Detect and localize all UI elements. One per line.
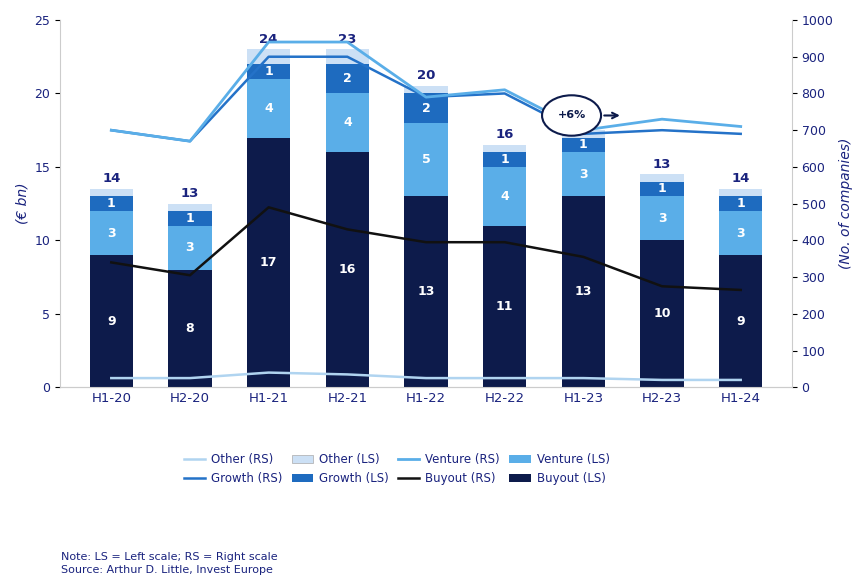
Bar [562,196,605,387]
Text: 24: 24 [260,33,278,46]
Text: 13: 13 [653,158,671,171]
Text: 4: 4 [343,116,352,129]
Text: 3: 3 [736,226,745,239]
Bar [483,167,526,226]
Bar [483,226,526,387]
Bar [89,189,133,196]
Text: 1: 1 [500,153,509,166]
Text: 1: 1 [186,212,194,225]
Text: Source: Arthur D. Little, Invest Europe: Source: Arthur D. Little, Invest Europe [61,565,273,575]
Bar [562,138,605,152]
Text: 20: 20 [417,69,435,82]
Text: 3: 3 [658,212,667,225]
Bar [326,64,369,93]
Text: 13: 13 [181,187,199,200]
Text: 1: 1 [658,182,667,195]
Text: 17: 17 [575,113,593,126]
Bar [89,255,133,387]
Bar [168,226,212,270]
Bar [483,145,526,152]
Bar [641,182,684,196]
Bar [404,196,448,387]
Bar [562,152,605,196]
Text: 9: 9 [736,315,745,328]
Bar [247,138,290,387]
Bar [404,86,448,93]
Text: 16: 16 [496,128,514,141]
Text: 17: 17 [260,256,278,269]
Text: 1: 1 [107,197,115,210]
Bar [719,189,762,196]
Text: 5: 5 [422,153,431,166]
Y-axis label: (No. of companies): (No. of companies) [839,138,853,269]
Text: 14: 14 [732,172,750,185]
Text: 9: 9 [107,315,115,328]
Text: 8: 8 [186,322,194,335]
Bar [641,174,684,182]
Text: 4: 4 [500,190,509,203]
Text: +6%: +6% [557,111,586,121]
Legend: Other (RS), Growth (RS), Other (LS), Growth (LS), Venture (RS), Buyout (RS), Ven: Other (RS), Growth (RS), Other (LS), Gro… [179,448,615,490]
Bar [247,49,290,64]
Bar [168,203,212,211]
Text: 1: 1 [736,197,745,210]
Y-axis label: (€ bn): (€ bn) [15,183,29,225]
Bar [168,211,212,226]
Bar [89,196,133,211]
Ellipse shape [542,95,601,136]
Text: 3: 3 [107,226,115,239]
Text: 3: 3 [579,168,588,181]
Bar [326,49,369,64]
Bar [404,93,448,123]
Text: 23: 23 [339,33,357,46]
Bar [247,79,290,138]
Text: 10: 10 [654,308,671,320]
Bar [89,211,133,255]
Text: 2: 2 [422,102,431,115]
Bar [641,240,684,387]
Text: 11: 11 [496,300,514,313]
Bar [641,196,684,240]
Bar [168,270,212,387]
Bar [719,255,762,387]
Bar [719,211,762,255]
Bar [483,152,526,167]
Bar [404,123,448,196]
Text: 4: 4 [264,102,273,115]
Text: 1: 1 [579,138,588,151]
Bar [326,152,369,387]
Text: 14: 14 [102,172,121,185]
Text: 13: 13 [575,285,592,298]
Bar [562,130,605,138]
Text: 16: 16 [339,263,356,276]
Text: 2: 2 [343,72,352,85]
Bar [247,64,290,79]
Text: 1: 1 [264,65,273,78]
Bar [719,196,762,211]
Text: 3: 3 [186,241,194,254]
Bar [326,93,369,152]
Text: 13: 13 [418,285,435,298]
Text: Note: LS = Left scale; RS = Right scale: Note: LS = Left scale; RS = Right scale [61,552,278,562]
